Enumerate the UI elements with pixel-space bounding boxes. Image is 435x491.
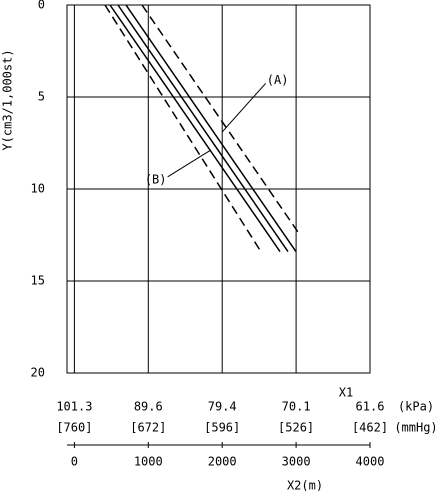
y-tick-label: 20 [31,366,45,380]
line-series [104,4,263,254]
x2-tick-label: 0 [71,455,78,469]
y-axis-label: Y(cm3/1,000st) [1,49,15,150]
x2-tick-label: 2000 [208,455,237,469]
annotation: (A) [267,73,289,87]
y-tick-label: 5 [38,90,45,104]
x1-mmhg-label: [672] [130,421,166,435]
x1-kpa-label: 70.1 [282,400,311,414]
x1-kpa-label: 89.6 [134,400,163,414]
x2-tick-label: 1000 [134,455,163,469]
annotation: (B) [145,172,167,186]
line-series [109,4,281,252]
x1-mmhg-label: [462] [352,421,388,435]
line-series [117,4,289,252]
x1-kpa-label: 101.3 [56,400,92,414]
x2-tick-label: 3000 [282,455,311,469]
x1-mmhg-label: [526] [278,421,314,435]
x1-mmhg-unit: (mmHg) [394,421,435,435]
y-tick-label: 0 [38,0,45,12]
y-tick-label: 10 [31,182,45,196]
annotation-leader [167,149,211,178]
x1-kpa-label: 61.6 [356,400,385,414]
x1-kpa-label: 79.4 [208,400,237,414]
x1-mmhg-label: [596] [204,421,240,435]
x1-label: X1 [339,386,353,400]
x2-label: X2(m) [287,479,323,491]
y-tick-label: 15 [31,274,45,288]
x1-kpa-unit: (kPa) [398,400,434,414]
x2-tick-label: 4000 [356,455,385,469]
annotation-leader [221,83,266,133]
line-series [125,4,297,252]
x1-mmhg-label: [760] [56,421,92,435]
line-series [141,4,301,236]
